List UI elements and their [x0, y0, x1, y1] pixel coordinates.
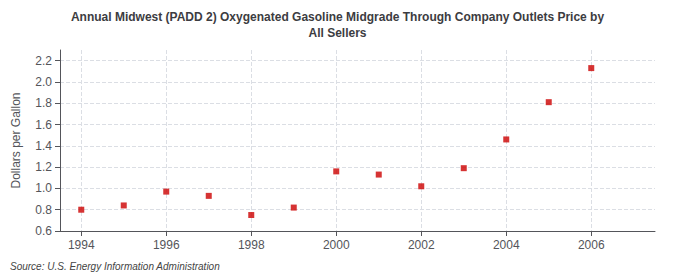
- svg-text:1.0: 1.0: [35, 181, 52, 195]
- svg-text:1.8: 1.8: [35, 96, 52, 110]
- svg-text:2.0: 2.0: [35, 75, 52, 89]
- svg-text:0.6: 0.6: [35, 224, 52, 238]
- svg-text:1998: 1998: [238, 238, 265, 252]
- svg-text:Annual Midwest (PADD 2) Oxygen: Annual Midwest (PADD 2) Oxygenated Gasol…: [71, 10, 605, 24]
- svg-text:0.8: 0.8: [35, 203, 52, 217]
- svg-text:1994: 1994: [68, 238, 95, 252]
- svg-text:1.4: 1.4: [35, 139, 52, 153]
- svg-text:1996: 1996: [153, 238, 180, 252]
- svg-text:1.2: 1.2: [35, 160, 52, 174]
- svg-text:Dollars per Gallon: Dollars per Gallon: [9, 92, 23, 188]
- svg-text:2006: 2006: [578, 238, 605, 252]
- svg-text:1.6: 1.6: [35, 118, 52, 132]
- svg-text:All Sellers: All Sellers: [308, 26, 366, 40]
- svg-text:Source: U.S. Energy Informatio: Source: U.S. Energy Information Administ…: [10, 261, 220, 272]
- svg-text:2002: 2002: [408, 238, 435, 252]
- svg-text:2.2: 2.2: [35, 54, 52, 68]
- svg-text:2004: 2004: [493, 238, 520, 252]
- svg-text:2000: 2000: [323, 238, 350, 252]
